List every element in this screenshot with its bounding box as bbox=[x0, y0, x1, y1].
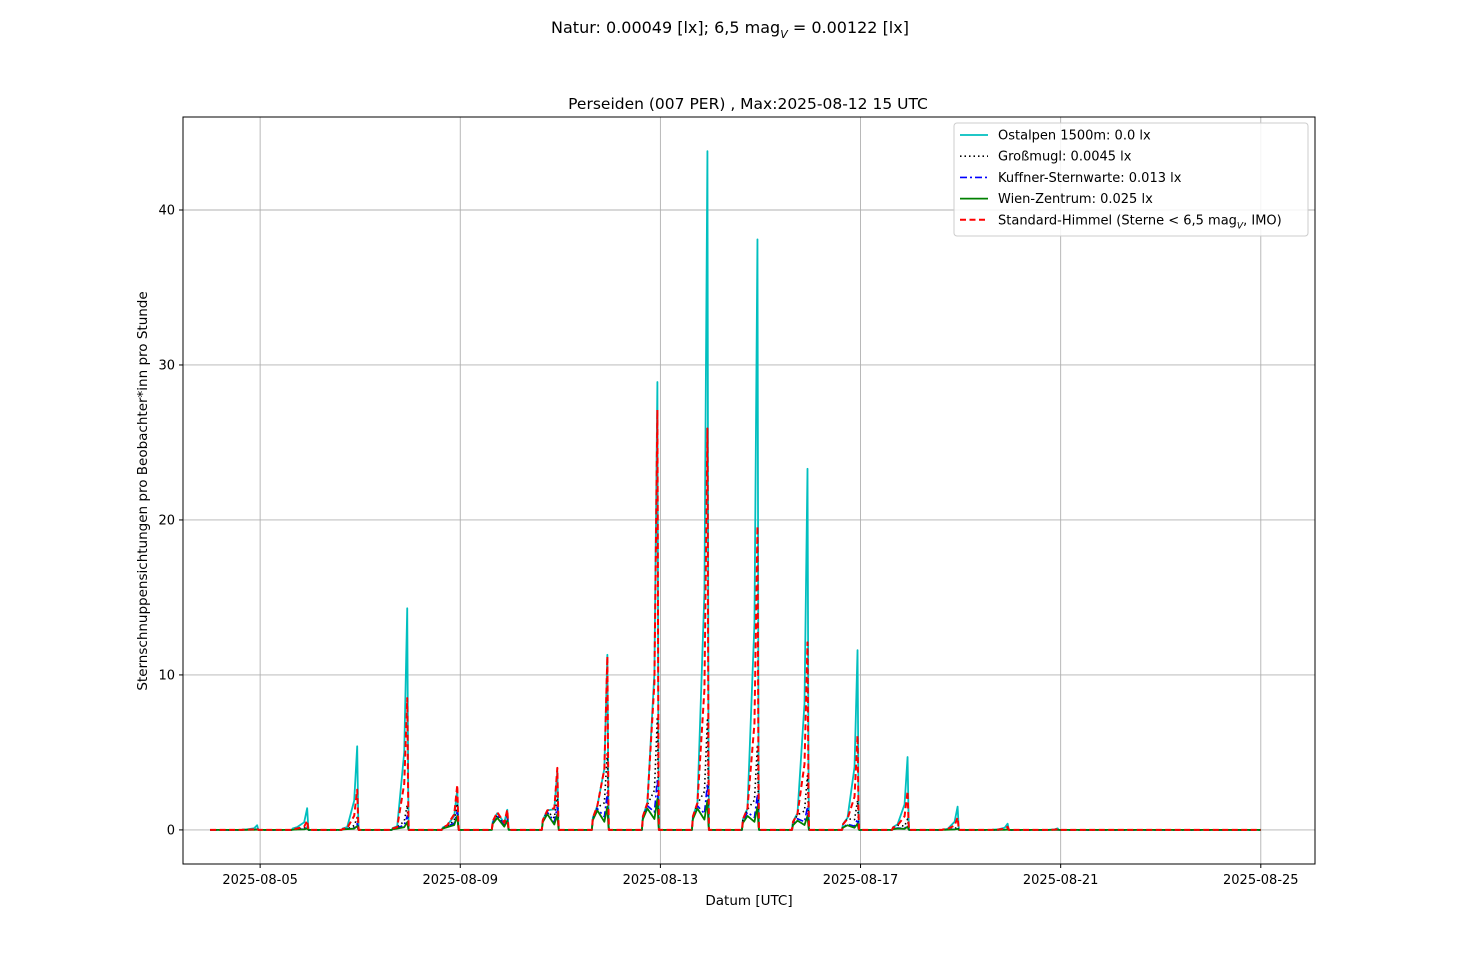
x-tick-label: 2025-08-17 bbox=[823, 873, 899, 888]
x-axis-label: Datum [UTC] bbox=[705, 893, 792, 909]
x-tick-label: 2025-08-13 bbox=[623, 873, 699, 888]
suptitle-subscript: V bbox=[780, 28, 789, 41]
suptitle-main: Natur: 0.00049 [lx]; 6,5 mag bbox=[551, 18, 780, 37]
plot-frame bbox=[182, 116, 1316, 865]
figure-suptitle: Natur: 0.00049 [lx]; 6,5 magV = 0.00122 … bbox=[551, 18, 909, 41]
y-tick-label: 40 bbox=[158, 203, 175, 218]
legend-label-tail: , IMO) bbox=[1243, 213, 1282, 228]
x-tick-label: 2025-08-09 bbox=[422, 873, 498, 888]
x-tick-label: 2025-08-21 bbox=[1023, 873, 1099, 888]
legend-label: Wien-Zentrum: 0.025 lx bbox=[998, 192, 1153, 207]
x-axis-ticks: 2025-08-05 2025-08-09 2025-08-13 2025-08-17… bbox=[222, 864, 1299, 888]
y-axis-ticks: 0 10 20 30 40 bbox=[158, 203, 183, 838]
legend-label-main: Ostalpen 1500m: 0.0 lx bbox=[998, 129, 1151, 144]
legend-label: Ostalpen 1500m: 0.0 lx bbox=[998, 129, 1151, 144]
chart-title: Perseiden (007 PER) , Max:2025-08-12 15 … bbox=[568, 95, 928, 113]
y-tick-label: 20 bbox=[158, 513, 175, 528]
legend-label: Kuffner-Sternwarte: 0.013 lx bbox=[998, 171, 1182, 186]
plot-area bbox=[183, 117, 1315, 864]
legend-label-main: Standard-Himmel (Sterne < 6,5 mag bbox=[998, 213, 1237, 228]
y-tick-label: 30 bbox=[158, 358, 175, 373]
legend-label-main: Großmugl: 0.0045 lx bbox=[998, 150, 1132, 165]
suptitle-tail: = 0.00122 [lx] bbox=[788, 18, 909, 37]
legend-label-main: Kuffner-Sternwarte: 0.013 lx bbox=[998, 171, 1182, 186]
y-tick-label: 0 bbox=[167, 823, 175, 838]
legend-label-subscript: V bbox=[1237, 221, 1244, 231]
y-tick-label: 10 bbox=[158, 668, 175, 683]
legend-label-main: Wien-Zentrum: 0.025 lx bbox=[998, 192, 1153, 207]
legend: Ostalpen 1500m: 0.0 lx Großmugl: 0.0045 l… bbox=[953, 122, 1309, 237]
legend-label: Großmugl: 0.0045 lx bbox=[998, 150, 1132, 165]
legend-label: Standard-Himmel (Sterne < 6,5 magV, IMO) bbox=[998, 213, 1282, 231]
series-line-4 bbox=[210, 408, 1261, 831]
legend-items: Ostalpen 1500m: 0.0 lx Großmugl: 0.0045 l… bbox=[960, 129, 1282, 231]
legend-box bbox=[953, 122, 1309, 237]
x-tick-label: 2025-08-25 bbox=[1223, 873, 1299, 888]
x-tick-label: 2025-08-05 bbox=[222, 873, 298, 888]
series-lines bbox=[210, 150, 1261, 831]
y-axis-label: Sternschnuppensichtungen pro Beobachter*… bbox=[135, 291, 151, 690]
